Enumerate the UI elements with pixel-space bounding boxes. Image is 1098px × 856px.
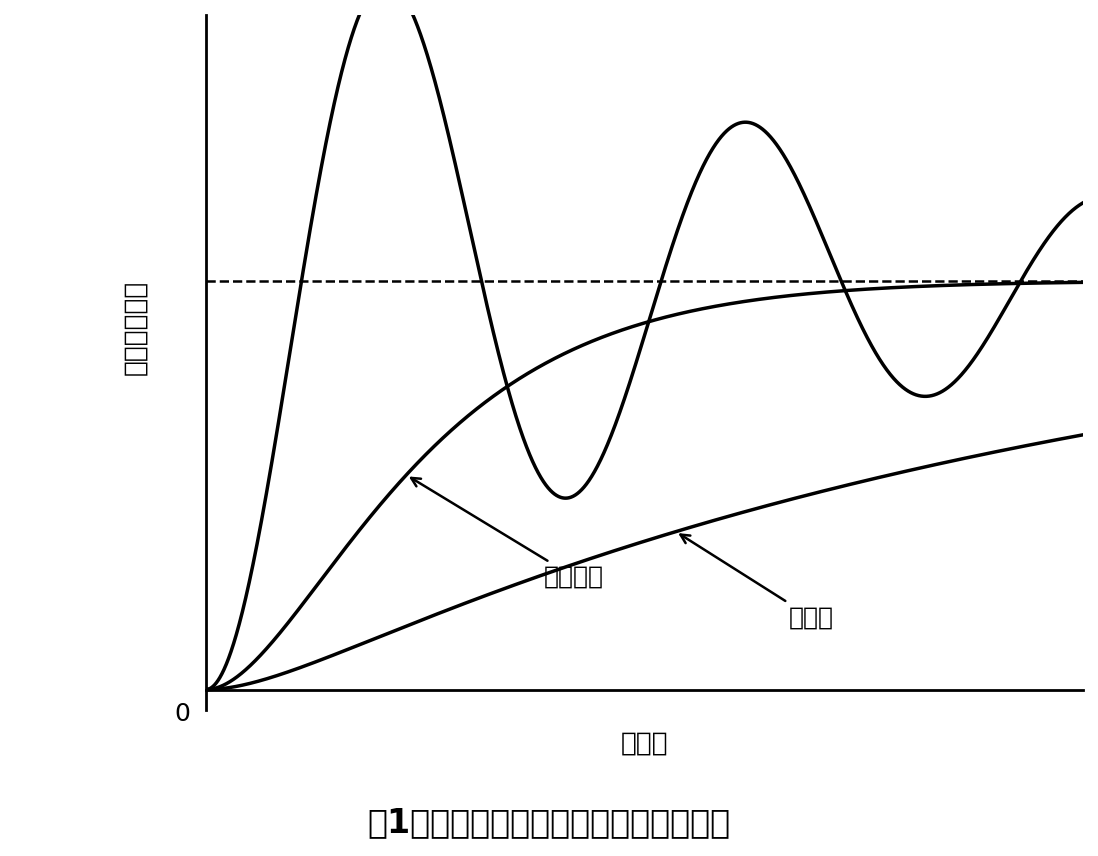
Text: 臨界制動: 臨界制動 (411, 478, 604, 589)
Text: 第1図　指針の運動と制動トルクの関係: 第1図 指針の運動と制動トルクの関係 (368, 805, 730, 839)
Text: 時　間: 時 間 (620, 730, 669, 757)
Text: 指針の振れ角: 指針の振れ角 (123, 280, 148, 376)
Text: 0: 0 (175, 702, 190, 726)
Text: 過制動: 過制動 (681, 535, 833, 629)
